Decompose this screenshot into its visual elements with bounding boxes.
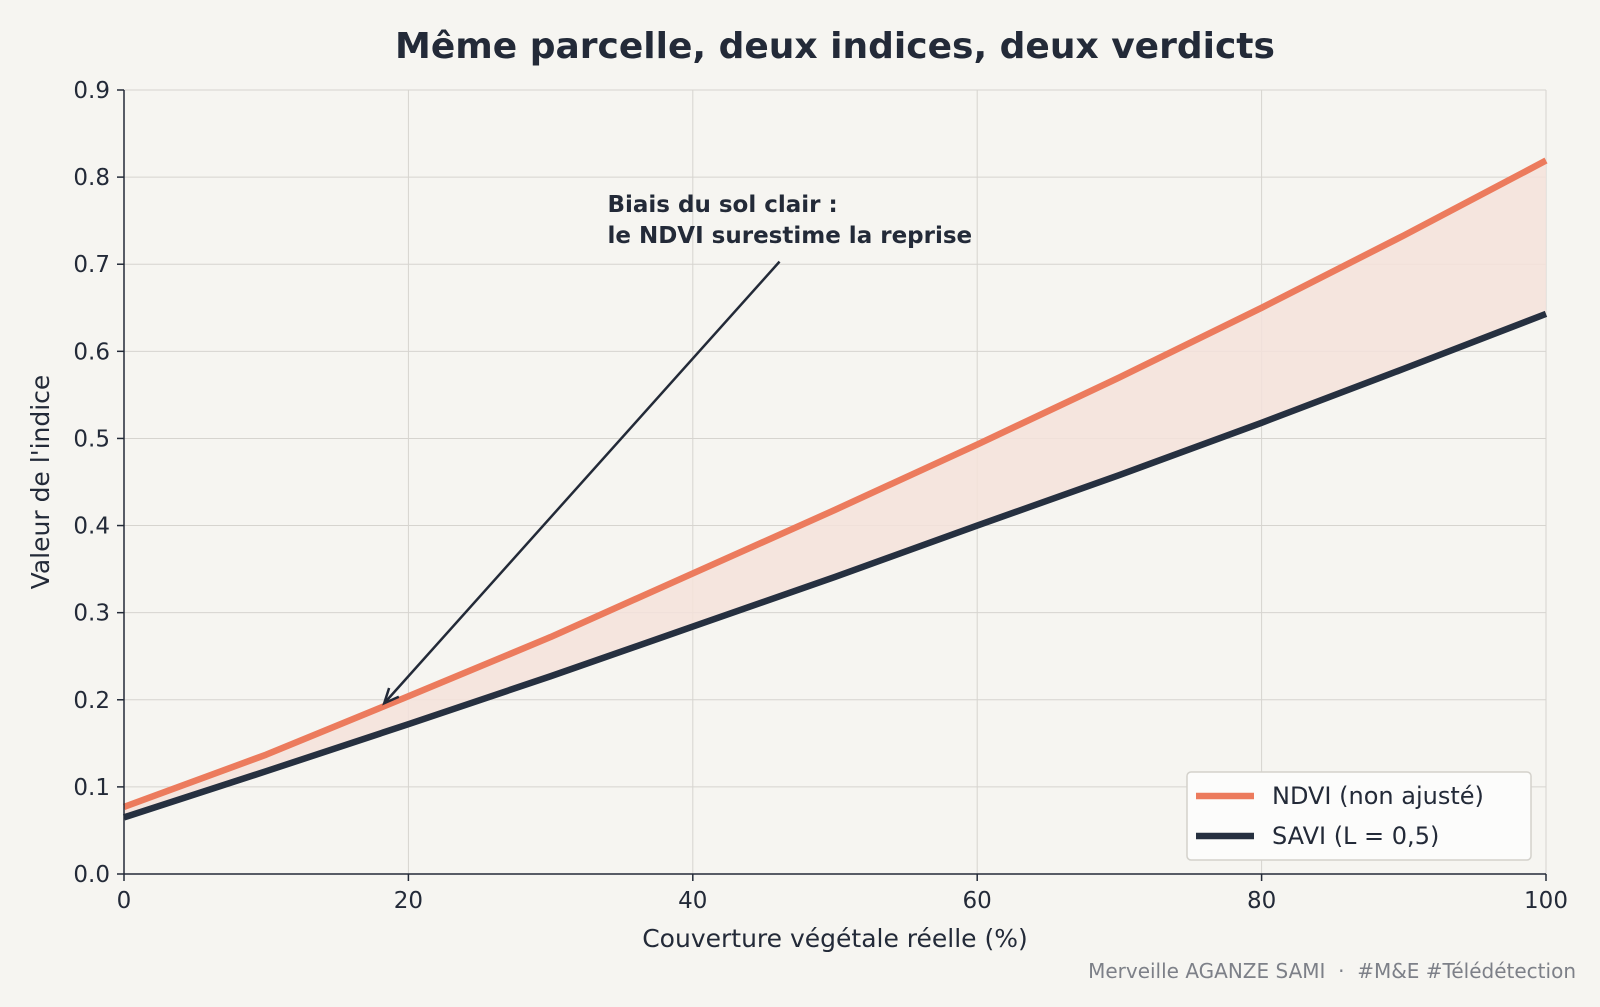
y-tick-label-0: 0.0 <box>73 862 110 888</box>
annotation-text-line-1: le NDVI surestime la reprise <box>607 223 972 249</box>
x-tick-label-3: 60 <box>963 888 992 914</box>
series-line-ndvi <box>122 157 1548 810</box>
y-tick-label-7: 0.7 <box>73 252 110 278</box>
y-tick-label-6: 0.6 <box>73 339 110 365</box>
y-axis-label: Valeur de l'indice <box>26 375 55 590</box>
axes <box>117 89 1547 881</box>
annotation-text-line-0: Biais du sol clair : <box>607 192 837 218</box>
y-tick-label-9: 0.9 <box>73 78 110 104</box>
annotation: Biais du sol clair : le NDVI surestime la… <box>382 192 972 706</box>
x-tick-label-0: 0 <box>117 888 132 914</box>
x-tick-label-1: 20 <box>394 888 423 914</box>
annotation-arrow-head <box>382 687 400 706</box>
x-tick-label-4: 80 <box>1247 888 1276 914</box>
series-line-savi <box>122 310 1548 821</box>
x-tick-label-2: 40 <box>678 888 707 914</box>
legend-box <box>1186 771 1532 861</box>
series-layer <box>122 157 1548 821</box>
y-tick-label-8: 0.8 <box>73 165 110 191</box>
legend-label-1: SAVI (L = 0,5) <box>1272 822 1439 850</box>
chart-title: Même parcelle, deux indices, deux verdic… <box>395 26 1275 67</box>
y-tick-label-5: 0.5 <box>73 426 110 452</box>
plot-background <box>124 90 1546 874</box>
x-axis-label: Couverture végétale réelle (%) <box>642 924 1028 953</box>
y-tick-label-4: 0.4 <box>73 514 110 540</box>
y-tick-label-3: 0.3 <box>73 601 110 627</box>
tick-labels: 0 20 40 60 80 100 0.0 0.1 0.2 0.3 0.4 0.5 0.6 0.7 0.8 0… <box>73 78 1568 914</box>
legend: NDVI (non ajusté) SAVI (L = 0,5) <box>1186 771 1532 861</box>
y-tick-label-2: 0.2 <box>73 688 110 714</box>
y-tick-label-1: 0.1 <box>73 775 110 801</box>
annotation-arrow-shaft <box>383 260 781 705</box>
x-tick-label-5: 100 <box>1524 888 1568 914</box>
legend-label-0: NDVI (non ajusté) <box>1272 782 1484 810</box>
footer-credit: Merveille AGANZE SAMI · #M&E #Télédétect… <box>1088 959 1576 983</box>
